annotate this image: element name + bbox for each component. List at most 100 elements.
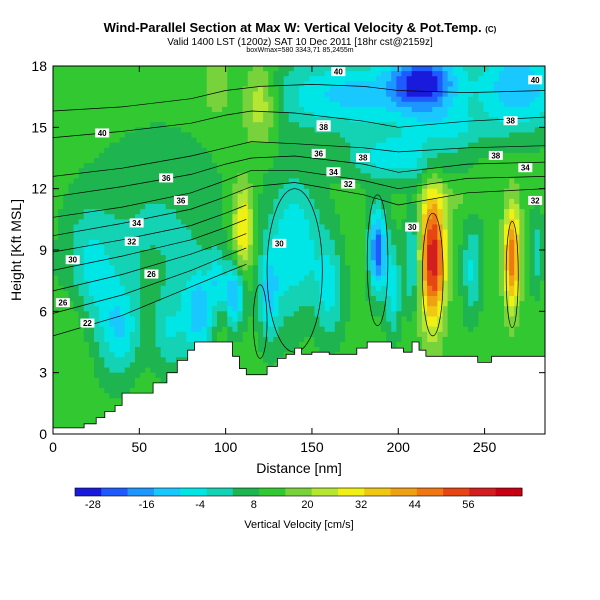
velocity-cell [114,219,121,226]
velocity-cell [309,173,315,180]
velocity-cell [170,188,177,195]
velocity-cell [217,234,223,241]
velocity-cell [170,367,177,374]
velocity-cell [206,280,213,287]
velocity-cell [124,127,131,134]
velocity-cell [217,255,223,261]
velocity-cell [58,357,64,364]
velocity-cell [160,101,167,108]
velocity-cell [242,147,249,154]
velocity-cell [206,255,213,261]
velocity-cell [191,168,198,174]
velocity-cell [329,122,336,128]
velocity-cell [170,142,177,149]
velocity-cell [288,219,295,226]
velocity-cell [99,142,105,149]
velocity-cell [186,127,192,134]
velocity-cell [247,127,254,134]
velocity-cell [196,66,203,72]
velocity-cell [268,214,274,220]
velocity-cell [324,290,331,297]
velocity-cell [78,209,85,215]
velocity-cell [186,158,192,164]
velocity-cell [176,306,182,312]
velocity-cell [324,198,331,205]
velocity-cell [78,372,85,379]
velocity-cell [283,229,290,236]
velocity-cell [340,132,346,139]
velocity-cell [252,357,259,364]
velocity-cell [268,178,274,185]
velocity-cell [268,147,274,154]
velocity-cell [258,66,264,72]
velocity-cell [170,198,177,205]
velocity-cell [53,117,59,123]
velocity-cell [293,198,300,205]
velocity-cell [350,188,356,195]
velocity-cell [334,214,341,220]
velocity-cell [232,219,239,226]
velocity-cell [345,163,351,169]
velocity-cell [345,142,351,149]
velocity-cell [191,117,198,123]
velocity-cell [278,76,285,82]
velocity-cell [242,296,249,302]
velocity-cell [329,224,336,231]
velocity-cell [99,106,105,113]
velocity-cell [176,244,182,251]
velocity-cell [135,352,141,358]
velocity-cell [73,101,80,108]
velocity-cell [227,331,233,338]
velocity-cell [68,204,75,210]
velocity-cell [114,112,121,118]
velocity-cell [319,219,326,226]
velocity-cell [237,265,244,272]
velocity-cell [53,398,59,404]
velocity-cell [386,117,392,123]
velocity-cell [135,326,141,333]
velocity-cell [365,147,372,154]
velocity-cell [150,362,157,369]
velocity-cell [119,127,126,134]
velocity-cell [58,178,64,185]
velocity-cell [252,367,259,374]
velocity-cell [227,137,233,144]
velocity-cell [283,163,290,169]
velocity-cell [83,244,90,251]
velocity-cell [232,137,239,144]
velocity-cell [370,311,377,318]
velocity-cell [109,112,116,118]
velocity-cell [319,101,326,108]
velocity-cell [329,265,336,272]
velocity-cell [309,224,315,231]
velocity-cell [99,336,105,343]
velocity-cell [58,234,64,241]
velocity-cell [114,147,121,154]
velocity-cell [145,224,151,231]
velocity-cell [237,250,244,256]
velocity-cell [217,96,223,103]
velocity-cell [165,239,172,246]
velocity-cell [293,91,300,98]
velocity-cell [165,347,172,353]
velocity-cell [217,265,223,272]
velocity-cell [247,86,254,93]
velocity-cell [129,336,136,343]
velocity-cell [73,296,80,302]
velocity-cell [211,101,218,108]
velocity-cell [53,106,59,113]
velocity-cell [181,122,187,128]
velocity-cell [114,321,121,328]
velocity-cell [268,127,274,134]
velocity-cell [283,301,290,307]
velocity-cell [314,163,321,169]
velocity-cell [109,234,116,241]
velocity-cell [293,132,300,139]
velocity-cell [381,193,387,200]
velocity-cell [242,96,249,103]
velocity-cell [263,311,269,318]
velocity-cell [145,290,151,297]
velocity-cell [360,265,367,272]
velocity-cell [176,347,182,353]
velocity-cell [78,96,85,103]
